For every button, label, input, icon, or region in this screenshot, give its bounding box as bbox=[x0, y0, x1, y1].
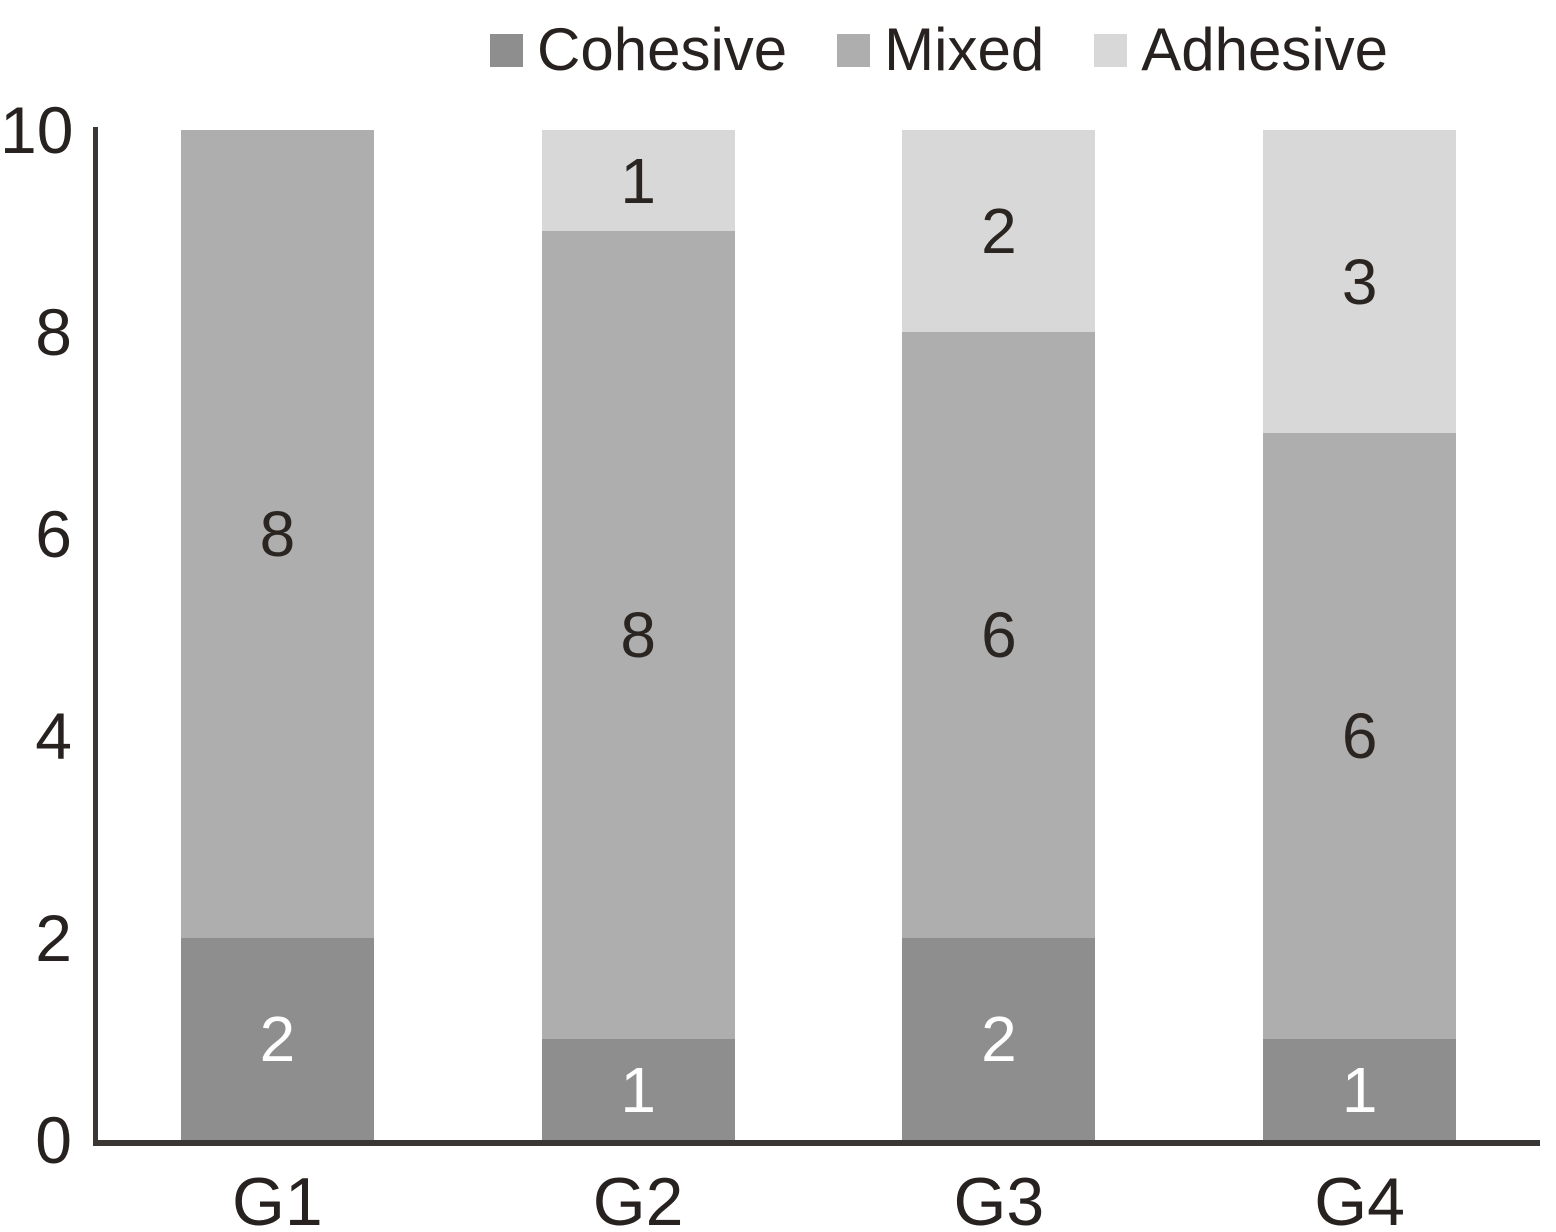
segment-value-g2-cohesive: 1 bbox=[620, 1053, 656, 1126]
segment-g3-mixed bbox=[902, 332, 1096, 938]
segment-value-g3-adhesive: 2 bbox=[981, 195, 1017, 267]
segment-g4-adhesive bbox=[1263, 130, 1457, 433]
legend-item-adhesive: Adhesive bbox=[1094, 20, 1388, 80]
bar-g2: 1 8 1 bbox=[541, 0, 735, 1140]
segment-value-g2-mixed: 8 bbox=[620, 599, 656, 671]
x-category-label-g4: G4 bbox=[1314, 1164, 1405, 1232]
segment-value-g2-adhesive: 1 bbox=[620, 144, 656, 217]
y-tick-label-6: 6 bbox=[35, 497, 72, 571]
segment-value-g4-mixed: 6 bbox=[1341, 700, 1378, 772]
segment-g3-adhesive bbox=[902, 130, 1096, 332]
x-category-label-g3: G3 bbox=[953, 1164, 1045, 1232]
segment-value-g4-cohesive: 1 bbox=[1341, 1053, 1378, 1126]
segment-value-g1-mixed: 8 bbox=[259, 498, 296, 570]
segment-g3-cohesive bbox=[902, 938, 1096, 1140]
legend-swatch-mixed bbox=[837, 33, 871, 67]
legend-swatch-cohesive bbox=[490, 33, 523, 67]
segment-g2-mixed bbox=[541, 231, 735, 1039]
segment-g4-cohesive bbox=[1263, 1039, 1457, 1140]
bar-g3: 2 6 2 bbox=[902, 0, 1096, 1140]
segment-g2-cohesive bbox=[541, 1039, 735, 1140]
segment-value-g3-cohesive: 2 bbox=[981, 1003, 1017, 1075]
legend-label: Adhesive bbox=[1141, 16, 1389, 83]
x-category-label-g1: G1 bbox=[232, 1164, 323, 1232]
legend-item-mixed: Mixed bbox=[837, 20, 1044, 80]
segment-g4-mixed bbox=[1263, 433, 1457, 1039]
chart-legend: Cohesive Mixed Adhesive bbox=[490, 20, 1388, 80]
legend-item-cohesive: Cohesive bbox=[490, 20, 787, 80]
y-tick-label-8: 8 bbox=[35, 295, 72, 369]
legend-label: Cohesive bbox=[537, 16, 788, 83]
y-axis-line bbox=[93, 127, 98, 1146]
segment-g1-mixed bbox=[180, 130, 374, 938]
x-category-label-g2: G2 bbox=[592, 1164, 684, 1232]
bar-g4: 1 6 3 bbox=[1263, 0, 1457, 1140]
x-axis-line bbox=[93, 1140, 1540, 1146]
y-tick-label-2: 2 bbox=[35, 901, 72, 975]
segment-value-g3-mixed: 6 bbox=[981, 599, 1017, 671]
legend-swatch-adhesive bbox=[1094, 33, 1128, 67]
y-tick-label-4: 4 bbox=[35, 699, 72, 773]
segment-g2-adhesive bbox=[541, 130, 735, 231]
y-tick-label-10: 10 bbox=[0, 93, 74, 167]
legend-label: Mixed bbox=[884, 16, 1045, 83]
segment-value-g1-cohesive: 2 bbox=[259, 1003, 296, 1075]
segment-value-g4-adhesive: 3 bbox=[1341, 245, 1378, 318]
y-tick-label-0: 0 bbox=[35, 1103, 72, 1177]
segment-g1-cohesive bbox=[180, 938, 374, 1140]
